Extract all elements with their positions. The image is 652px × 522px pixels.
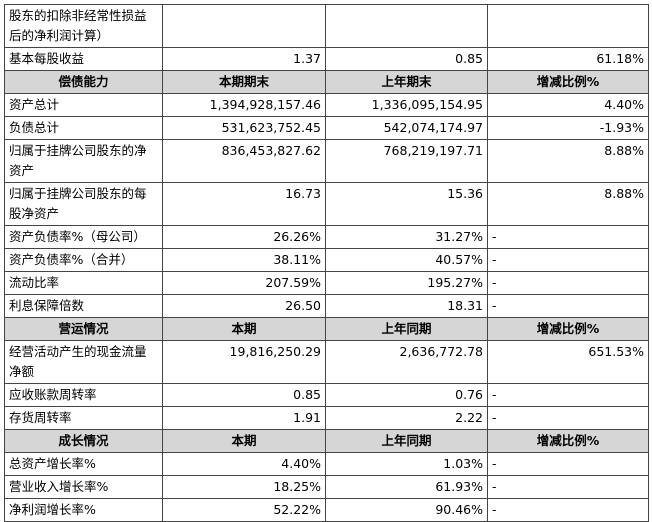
- value-cell: 1.37: [162, 47, 326, 71]
- header-cell: 本期期末: [162, 70, 326, 94]
- value-cell: 651.53%: [487, 340, 649, 384]
- value-cell: -: [487, 248, 649, 272]
- value-cell: -: [487, 452, 649, 476]
- value-cell: 61.18%: [487, 47, 649, 71]
- header-cell: 上年同期: [325, 317, 488, 341]
- value-cell: 836,453,827.62: [162, 139, 326, 183]
- row-label: 归属于挂牌公司股东的每股净资产: [4, 182, 163, 226]
- section-header: 偿债能力 本期期末 上年期末 增减比例%: [4, 70, 649, 94]
- value-cell: 18.25%: [162, 475, 326, 499]
- value-cell: 90.46%: [325, 498, 488, 522]
- header-cell: 本期: [162, 429, 326, 453]
- value-cell: -: [487, 383, 649, 407]
- row-label: 存货周转率: [4, 406, 163, 430]
- value-cell: 1,394,928,157.46: [162, 93, 326, 117]
- header-cell: 上年期末: [325, 70, 488, 94]
- value-cell: -1.93%: [487, 116, 649, 140]
- table-row: 基本每股收益 1.37 0.85 61.18%: [4, 47, 649, 71]
- table-row: 营业收入增长率% 18.25% 61.93% -: [4, 475, 649, 499]
- header-cell: 偿债能力: [4, 70, 163, 94]
- value-cell: -: [487, 406, 649, 430]
- row-label: 利息保障倍数: [4, 294, 163, 318]
- row-label: 负债总计: [4, 116, 163, 140]
- value-cell: 31.27%: [325, 225, 488, 249]
- value-cell: 8.88%: [487, 139, 649, 183]
- value-cell: 207.59%: [162, 271, 326, 295]
- header-cell: 上年同期: [325, 429, 488, 453]
- value-cell: 195.27%: [325, 271, 488, 295]
- value-cell: 2.22: [325, 406, 488, 430]
- value-cell: 26.26%: [162, 225, 326, 249]
- table-row: 资产负债率%（合并） 38.11% 40.57% -: [4, 248, 649, 272]
- value-cell: 18.31: [325, 294, 488, 318]
- table-row: 经营活动产生的现金流量净额 19,816,250.29 2,636,772.78 65…: [4, 340, 649, 384]
- table-row: 归属于挂牌公司股东的净资产 836,453,827.62 768,219,197.7…: [4, 139, 649, 183]
- table-row: 流动比率 207.59% 195.27% -: [4, 271, 649, 295]
- table-row: 应收账款周转率 0.85 0.76-: [4, 383, 649, 407]
- header-cell: 增减比例%: [487, 429, 649, 453]
- value-cell: [325, 4, 488, 48]
- row-label: 流动比率: [4, 271, 163, 295]
- table-row: 利息保障倍数 26.50 18.31-: [4, 294, 649, 318]
- table-row: 归属于挂牌公司股东的每股净资产 16.73 15.36 8.88%: [4, 182, 649, 226]
- value-cell: 1,336,095,154.95: [325, 93, 488, 117]
- financial-table: 股东的扣除非经常性损益后的净利润计算） 基本每股收益 1.37 0.85 61.18% 偿…: [4, 4, 649, 522]
- value-cell: 16.73: [162, 182, 326, 226]
- row-label: 应收账款周转率: [4, 383, 163, 407]
- value-cell: 8.88%: [487, 182, 649, 226]
- value-cell: 4.40%: [162, 452, 326, 476]
- value-cell: -: [487, 294, 649, 318]
- header-cell: 营运情况: [4, 317, 163, 341]
- value-cell: 1.03%: [325, 452, 488, 476]
- value-cell: 0.85: [162, 383, 326, 407]
- page: 股东的扣除非经常性损益后的净利润计算） 基本每股收益 1.37 0.85 61.18% 偿…: [4, 4, 649, 522]
- value-cell: -: [487, 225, 649, 249]
- row-label: 基本每股收益: [4, 47, 163, 71]
- value-cell: 542,074,174.97: [325, 116, 488, 140]
- header-cell: 成长情况: [4, 429, 163, 453]
- value-cell: -: [487, 475, 649, 499]
- row-label: 股东的扣除非经常性损益后的净利润计算）: [4, 4, 163, 48]
- value-cell: 0.85: [325, 47, 488, 71]
- value-cell: -: [487, 271, 649, 295]
- table-row: 净利润增长率% 52.22% 90.46% -: [4, 498, 649, 522]
- value-cell: 38.11%: [162, 248, 326, 272]
- value-cell: 0.76: [325, 383, 488, 407]
- row-label: 资产总计: [4, 93, 163, 117]
- value-cell: 2,636,772.78: [325, 340, 488, 384]
- row-label: 净利润增长率%: [4, 498, 163, 522]
- value-cell: 4.40%: [487, 93, 649, 117]
- row-label: 归属于挂牌公司股东的净资产: [4, 139, 163, 183]
- table-row: 资产负债率%（母公司） 26.26% 31.27% -: [4, 225, 649, 249]
- value-cell: 26.50: [162, 294, 326, 318]
- header-cell: 本期: [162, 317, 326, 341]
- header-cell: 增减比例%: [487, 317, 649, 341]
- row-label: 资产负债率%（母公司）: [4, 225, 163, 249]
- section-header: 成长情况 本期 上年同期 增减比例%: [4, 429, 649, 453]
- value-cell: 52.22%: [162, 498, 326, 522]
- table-row: 存货周转率 1.91 2.22-: [4, 406, 649, 430]
- value-cell: 19,816,250.29: [162, 340, 326, 384]
- header-cell: 增减比例%: [487, 70, 649, 94]
- value-cell: 531,623,752.45: [162, 116, 326, 140]
- value-cell: 15.36: [325, 182, 488, 226]
- value-cell: 40.57%: [325, 248, 488, 272]
- value-cell: 768,219,197.71: [325, 139, 488, 183]
- value-cell: [162, 4, 326, 48]
- table-row: 资产总计 1,394,928,157.46 1,336,095,154.95 4.40…: [4, 93, 649, 117]
- value-cell: [487, 4, 649, 48]
- value-cell: -: [487, 498, 649, 522]
- row-label: 总资产增长率%: [4, 452, 163, 476]
- table-row: 总资产增长率% 4.40% 1.03% -: [4, 452, 649, 476]
- value-cell: 61.93%: [325, 475, 488, 499]
- table-row: 股东的扣除非经常性损益后的净利润计算）: [4, 4, 649, 48]
- row-label: 经营活动产生的现金流量净额: [4, 340, 163, 384]
- row-label: 营业收入增长率%: [4, 475, 163, 499]
- value-cell: 1.91: [162, 406, 326, 430]
- section-header: 营运情况 本期 上年同期 增减比例%: [4, 317, 649, 341]
- table-row: 负债总计 531,623,752.45 542,074,174.97 -1.93%: [4, 116, 649, 140]
- row-label: 资产负债率%（合并）: [4, 248, 163, 272]
